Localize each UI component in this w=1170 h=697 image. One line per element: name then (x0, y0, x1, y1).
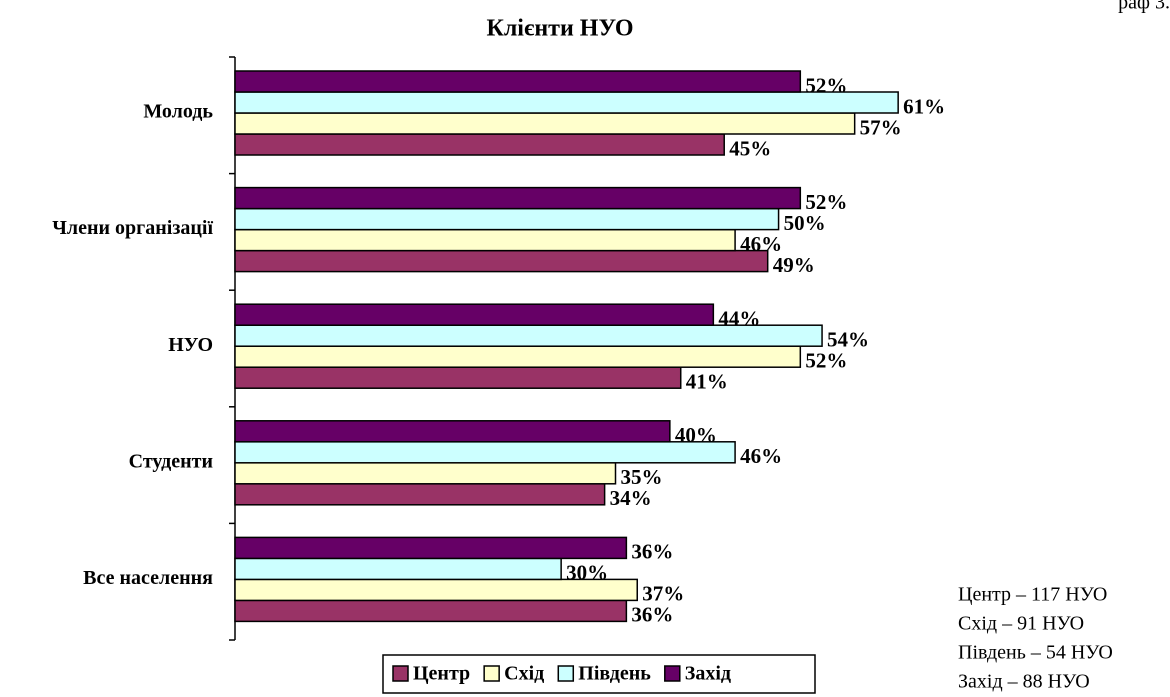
value-label: 61% (903, 94, 945, 118)
value-label: 45% (729, 136, 771, 160)
value-label: 34% (610, 486, 652, 510)
value-label: 46% (740, 232, 782, 256)
bar (234, 112, 856, 135)
value-label: 36% (631, 603, 673, 627)
value-label: 44% (718, 307, 760, 331)
bar (234, 70, 802, 93)
value-label: 52% (805, 190, 847, 214)
note: Центр – 117 НУО (958, 584, 1107, 606)
note: Схід – 91 НУО (958, 613, 1084, 635)
bar (234, 483, 606, 506)
legend-label: Схід (504, 663, 544, 685)
bar (234, 133, 725, 156)
value-label: 41% (686, 370, 728, 394)
y-tick-label: Члени організації (52, 217, 213, 239)
value-label: 52% (805, 73, 847, 97)
corner-text: раф 3. (1118, 0, 1170, 14)
note: Захід – 88 НУО (958, 671, 1090, 693)
value-label: 52% (805, 349, 847, 373)
legend-box (382, 654, 816, 694)
bar (234, 557, 562, 581)
bar (234, 249, 769, 273)
bar (234, 366, 682, 389)
y-tick-label: Все населення (83, 567, 213, 589)
y-tick-label: Студенти (129, 450, 213, 472)
chart-title: Клієнти НУО (486, 16, 633, 42)
legend-label: Південь (578, 663, 651, 685)
value-label: 37% (642, 582, 684, 606)
value-label: 49% (773, 253, 815, 277)
bar (234, 462, 617, 485)
note: Південь – 54 НУО (958, 642, 1113, 664)
value-label: 46% (740, 444, 782, 468)
value-label: 57% (860, 115, 902, 139)
y-tick-label: НУО (168, 334, 213, 356)
bar (234, 599, 628, 623)
value-label: 40% (675, 423, 717, 447)
value-label: 50% (784, 211, 826, 235)
bar (234, 441, 736, 464)
bar (234, 345, 802, 368)
bar (234, 228, 736, 252)
y-tick-label: Молодь (143, 101, 213, 123)
bar (234, 186, 802, 210)
value-label: 30% (566, 561, 608, 585)
legend-swatch (392, 665, 409, 682)
legend-swatch (664, 665, 681, 682)
bar (234, 91, 899, 114)
legend-label: Центр (413, 663, 470, 685)
bar (234, 536, 628, 560)
value-label: 35% (621, 465, 663, 489)
legend-swatch (483, 665, 500, 682)
legend-swatch (557, 665, 575, 682)
value-label: 36% (631, 540, 673, 564)
bar (234, 303, 715, 326)
legend-label: Захід (685, 663, 731, 685)
bar (234, 207, 780, 231)
bar (234, 420, 671, 443)
value-label: 54% (827, 328, 869, 352)
